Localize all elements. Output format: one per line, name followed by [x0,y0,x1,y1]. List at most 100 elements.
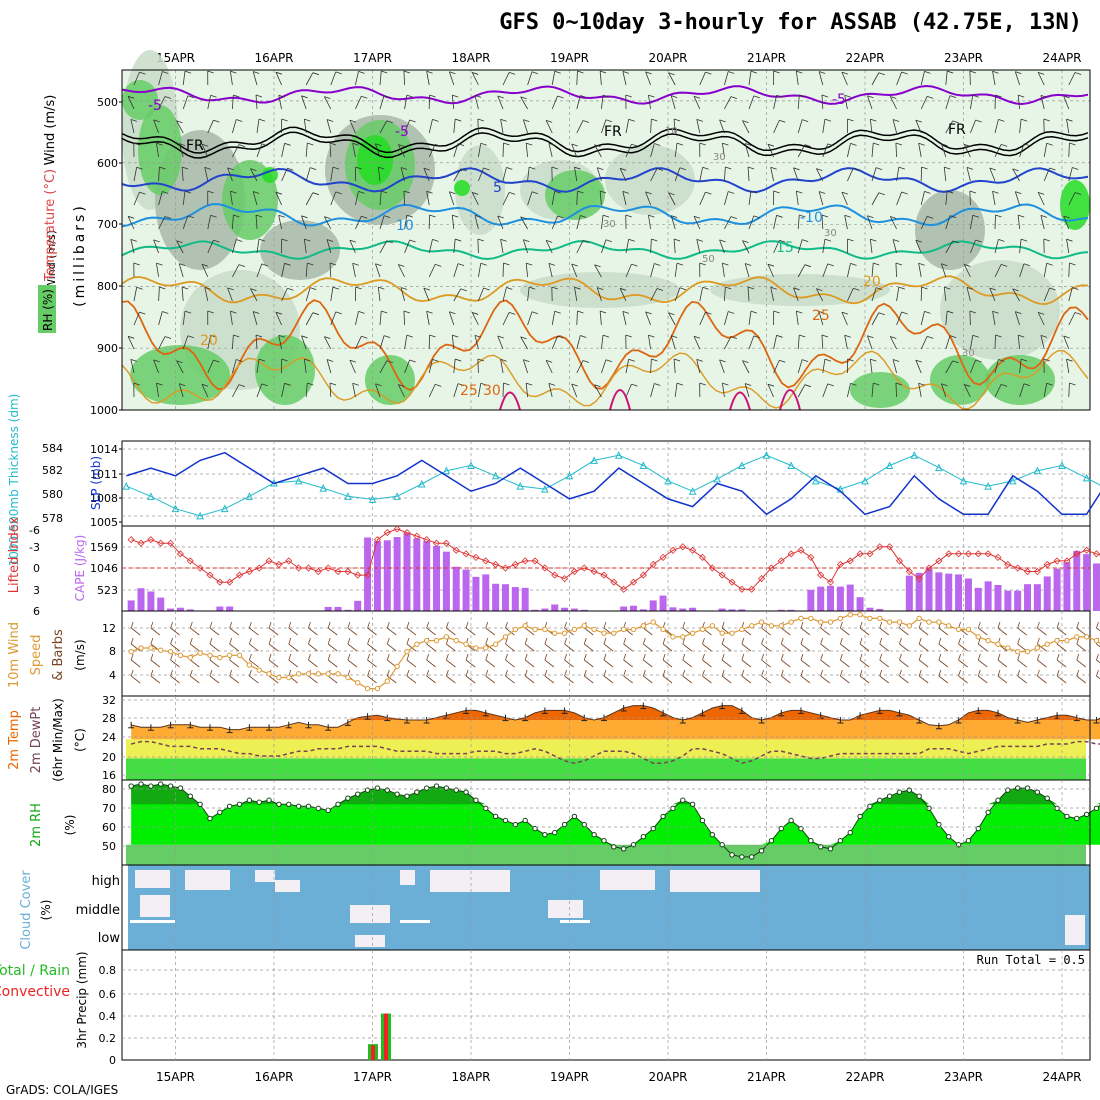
upper-wind-barb [600,190,607,194]
upper-wind-barb [605,239,613,243]
upper-wind-barb [972,94,979,98]
upper-wind-barb [133,167,138,182]
upper-wind-barb [730,96,738,99]
surface-wind-barb [445,669,449,677]
surface-wind-barb [958,653,961,661]
upper-wind-barb [375,263,381,278]
surface-wind-barb [426,621,430,629]
surface-wind-barb [190,675,200,684]
upper-wind-barb [915,119,922,134]
upper-wind-barb [477,118,484,122]
date-label-top: 16APR [254,51,293,65]
thickness-marker [1058,461,1066,470]
upper-wind-barb [918,263,922,278]
upper-wind-barb [841,71,849,75]
lifted-index-marker [590,567,598,576]
upper-wind-barb [927,335,934,339]
upper-wind-barb [580,95,587,98]
upper-wind-barb [745,143,752,146]
wind-speed-marker [886,619,893,625]
wind-speed-marker [542,626,548,633]
upper-wind-barb [275,72,282,86]
upper-wind-barb [1068,262,1070,278]
upper-wind-barb [648,94,655,98]
lifted-index-marker [886,543,894,551]
rh-marker [729,852,735,858]
surface-wind-barb [248,621,252,629]
upper-wind-barb [301,95,308,99]
upper-wind-barb [1043,383,1048,398]
wind-speed-marker [483,645,489,651]
upper-wind-barb [307,262,314,266]
upper-wind-barb [673,118,681,122]
rh-shading-region [130,345,230,405]
upper-wind-barb [699,382,706,386]
upper-wind-barb [127,335,135,339]
upper-wind-barb [432,239,439,242]
cape-bar [354,600,362,611]
upper-wind-barb [947,190,954,194]
surface-wind-barb [958,675,968,684]
wind-speed-marker [286,674,292,681]
surface-wind-barb [583,637,587,645]
date-label-bottom: 17APR [353,1070,392,1084]
upper-wind-barb [779,119,786,123]
upper-wind-barb [827,383,834,387]
date-label-top: 22APR [845,51,884,65]
rh-marker [404,793,410,799]
surface-wind-barb [761,653,764,661]
wind-axis-label-3: & Barbs [51,629,66,681]
cape-bar [935,572,943,611]
lifted-index-marker [383,529,391,537]
thickness-marker [664,476,672,485]
upper-wind-barb [453,239,456,254]
date-label-top: 17APR [353,51,392,65]
upper-wind-barb [963,384,971,398]
rh-band-low [126,844,1086,865]
date-label-top: 19APR [550,51,589,65]
rh-marker [916,793,922,799]
upper-wind-barb [871,312,880,326]
surface-wind-barb [662,659,673,668]
upper-wind-barb [1037,72,1045,86]
wind-label: Wind (m/s) [43,95,58,166]
cape-bar [433,545,441,611]
surface-wind-barb [249,659,259,668]
rh-shading-region [255,335,315,405]
upper-wind-barb [527,311,533,326]
rh-marker [601,838,607,844]
upper-wind-barb [483,287,490,291]
upper-wind-barb [1018,214,1025,218]
upper-wind-barb [423,167,430,182]
surface-wind-barb [190,643,200,652]
upper-wind-barb [770,167,774,182]
upper-wind-barb [379,240,388,254]
upper-wind-barb [426,190,433,194]
upper-wind-barb [648,214,655,218]
upper-wind-barb [457,383,465,387]
upper-wind-barb [255,215,258,230]
upper-wind-barb [625,119,630,134]
surface-wind-barb [544,643,555,652]
surface-wind-barb [702,675,712,684]
rh-tick: 60 [102,821,116,834]
upper-wind-barb [821,95,824,110]
upper-wind-barb [941,383,948,387]
upper-wind-barb [305,312,314,326]
upper-wind-barb [793,287,799,302]
surface-wind-barb [327,675,338,684]
surface-wind-barb [485,669,489,677]
cloud-cover-gap [140,895,170,917]
upper-wind-barb [994,144,1002,158]
upper-wind-barb [127,336,135,350]
upper-wind-barb [722,262,729,266]
surface-wind-barb [387,643,397,652]
surface-wind-barb [879,643,890,652]
upper-wind-barb [875,167,883,170]
lifted-index-marker [570,567,578,576]
upper-wind-barb [892,119,900,122]
surface-wind-barb [780,653,784,661]
rh-shading-region [1060,180,1090,230]
upper-wind-barb [474,95,482,98]
upper-wind-barb [1019,263,1025,278]
